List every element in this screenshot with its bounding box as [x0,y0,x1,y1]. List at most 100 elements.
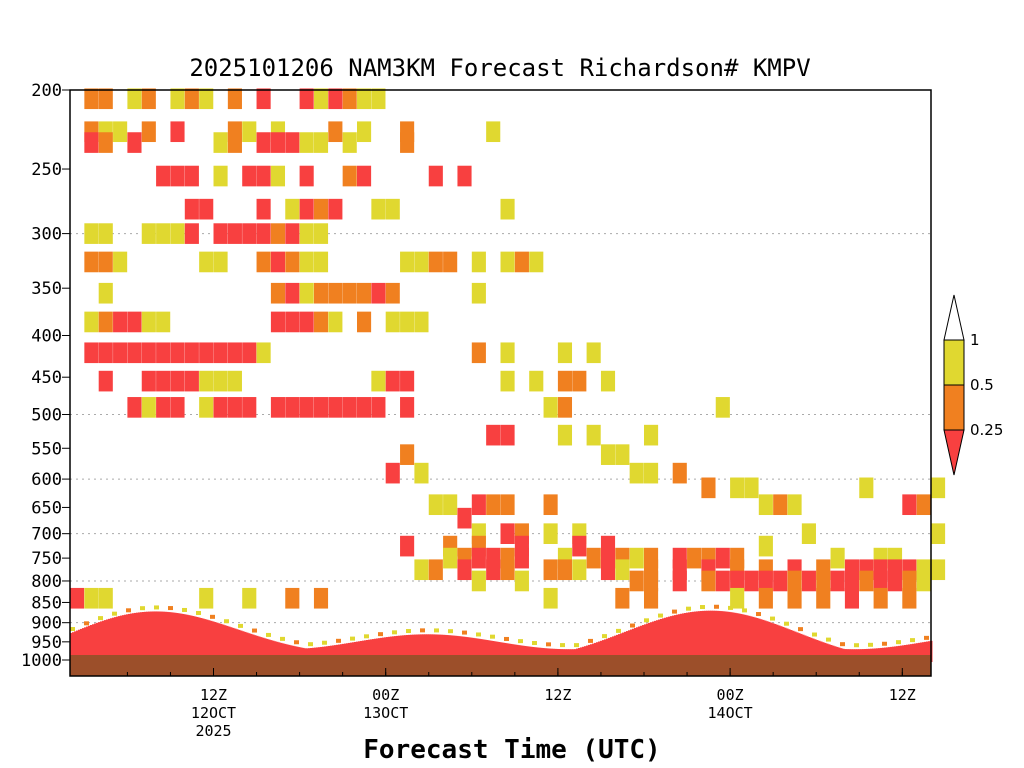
surface-cell [656,620,659,662]
ri-cell [471,282,486,304]
surface-cell [206,619,209,662]
ri-cell [256,342,271,364]
surface-cell [118,616,121,662]
surface-cell [504,636,509,641]
surface-cell [742,608,747,613]
surface-cell [274,641,277,662]
surface-cell [880,647,883,662]
surface-cell [224,625,227,662]
surface-cell [98,616,103,621]
ri-cell [299,251,314,273]
surface-cell [786,628,789,662]
surface-cell [210,614,215,619]
surface-cell [912,643,915,662]
ri-cell [213,223,228,244]
surface-cell [822,642,825,662]
surface-cell [102,620,105,662]
surface-cell [246,632,249,662]
surface-cell [598,641,601,662]
surface-cell [376,638,379,662]
ri-cell [170,397,185,418]
ri-cell [170,370,185,392]
surface-cell [358,641,361,662]
surface-cell [408,634,411,662]
legend-swatch [943,384,965,431]
surface-cell [430,634,433,662]
surface-cell [686,612,689,662]
ri-cell [500,523,515,544]
surface-cell [218,623,221,662]
x-tick-label: 12Z [200,686,227,704]
ri-cell [830,570,845,592]
surface-cell [716,610,719,662]
ri-cell [514,251,529,273]
surface-cell [618,634,621,662]
ri-cell [701,477,716,499]
ri-cell [328,198,343,220]
ri-cell [428,251,443,273]
surface-cell [166,611,169,662]
ri-cell [98,223,113,244]
ri-cell [270,397,286,418]
surface-cell [450,635,453,662]
surface-cell [140,606,145,611]
ri-cell [600,444,616,465]
surface-cell [798,627,803,632]
ri-cell [557,424,573,446]
ri-cell [299,198,314,220]
ri-cell [543,397,558,418]
surface-cell [94,623,97,662]
surface-cell [100,621,103,662]
ri-cell [644,570,659,592]
surface-cell [928,641,931,662]
ri-cell [600,370,616,392]
surface-cell [168,606,173,611]
surface-cell [772,623,775,662]
ri-cell [113,121,128,143]
ri-cell [270,223,286,244]
ri-cell [414,462,429,484]
ri-cell [557,370,573,392]
ri-cell [84,251,99,273]
surface-cell [574,643,579,648]
surface-cell [164,611,167,662]
surface-cell [380,637,383,662]
ri-cell [98,342,113,364]
surface-cell [578,647,581,662]
surface-cell [416,634,419,662]
ri-cell [242,342,257,364]
surface-cell [784,621,789,626]
surface-cell [678,614,681,662]
surface-cell [816,640,819,662]
surface-cell [406,629,411,634]
surface-cell [924,641,927,662]
ri-cell [213,397,228,418]
ri-cell [787,570,802,592]
surface-cell [610,637,613,662]
surface-cell [728,611,731,662]
surface-cell [604,639,607,662]
surface-cell [714,604,719,609]
surface-cell [886,647,889,662]
ri-cell [357,165,372,187]
surface-cell [414,634,417,662]
ri-cell [328,88,343,110]
surface-cell [728,605,733,610]
surface-cell [636,627,639,662]
surface-cell [826,643,829,662]
ri-cell [256,223,271,244]
ri-cell [127,397,142,418]
surface-cell [418,634,421,662]
y-tick-label: 1000 [21,651,62,671]
ri-cell [256,198,271,220]
surface-cell [266,638,269,662]
ri-cell [299,165,314,187]
ri-cell [586,547,601,569]
ri-cell [859,477,874,499]
ri-cell [400,397,415,418]
surface-cell [210,620,213,662]
surface-cell [914,643,917,662]
x-tick-label: 12Z [889,686,916,704]
surface-cell [836,646,839,662]
ri-cell [600,559,616,581]
